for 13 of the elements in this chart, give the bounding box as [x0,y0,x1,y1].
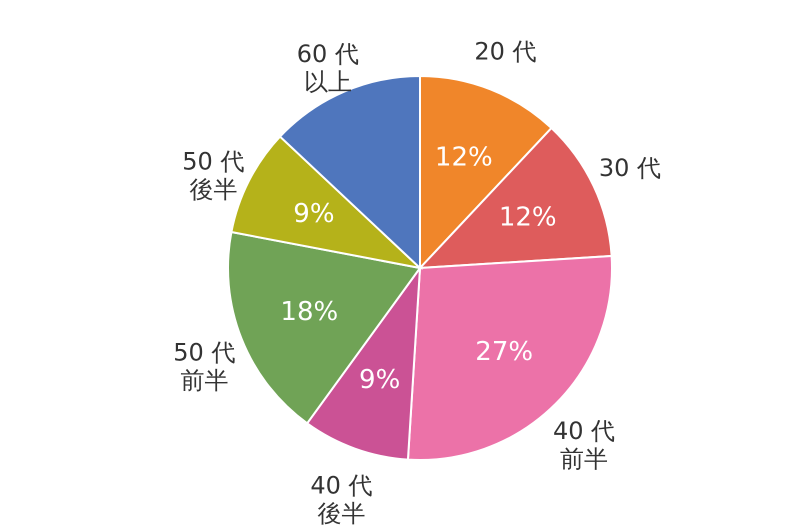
slice-label: 30 代 [598,154,662,182]
slice-label: 40 代後半 [310,471,372,525]
slice-label: 20 代 [474,37,536,66]
slice-label: 40 代前半 [552,417,616,474]
data-label: 12% [434,142,493,172]
data-label: 9% [359,365,400,395]
slice-label: 50 代前半 [173,338,236,394]
data-label: 9% [293,198,335,229]
data-label: 12% [498,202,557,232]
slice-label: 60 代以上 [296,40,359,96]
data-label: 18% [280,296,338,327]
data-label: 27% [475,337,534,368]
slice-label: 50 代後半 [182,148,244,204]
